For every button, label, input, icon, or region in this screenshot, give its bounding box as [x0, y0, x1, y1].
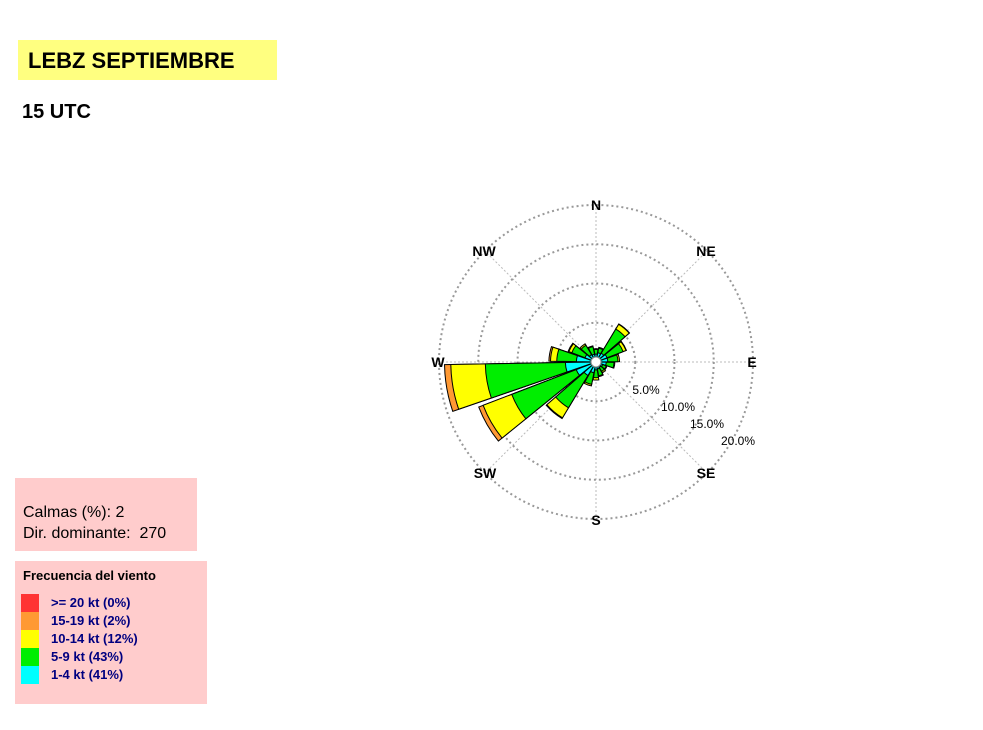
- compass-label-ne: NE: [696, 243, 715, 259]
- petal-1-dir-40: [595, 328, 626, 363]
- legend-label: 5-9 kt (43%): [51, 649, 124, 664]
- legend-label: 1-4 kt (41%): [51, 667, 124, 682]
- petal-0-dir-260: [564, 361, 597, 373]
- radial-tick-label: 10.0%: [661, 400, 695, 414]
- grid-spoke: [484, 250, 597, 363]
- calms-text: Calmas (%): 2: [23, 504, 125, 521]
- center-calm-circle: [590, 356, 602, 368]
- compass-label-n: N: [591, 197, 601, 213]
- radial-tick-label: 20.0%: [721, 434, 755, 448]
- dominant-direction-text: Dir. dominante: 270: [23, 525, 167, 542]
- stats-box: Calmas (%): 2 Dir. dominante: 270: [15, 478, 197, 551]
- compass-label-s: S: [591, 512, 600, 528]
- legend-swatch: [21, 630, 39, 648]
- legend: Frecuencia del viento >= 20 kt (0%) 15-1…: [15, 561, 207, 704]
- chart-title: LEBZ SEPTIEMBRE: [28, 48, 235, 73]
- title-box: LEBZ SEPTIEMBRE: [18, 40, 277, 80]
- legend-swatch: [21, 666, 39, 684]
- legend-label: 15-19 kt (2%): [51, 613, 131, 628]
- radial-tick-label: 15.0%: [690, 417, 724, 431]
- legend-swatch: [21, 594, 39, 612]
- grid-ring: [555, 321, 637, 403]
- petal-1-dir-240: [511, 361, 597, 420]
- compass-label-w: W: [431, 354, 445, 370]
- grid-ring: [516, 282, 676, 442]
- legend-label: 10-14 kt (12%): [51, 631, 138, 646]
- grid-ring: [438, 204, 754, 520]
- legend-label: >= 20 kt (0%): [51, 595, 131, 610]
- legend-swatch: [21, 648, 39, 666]
- compass-label-nw: NW: [472, 243, 496, 259]
- compass-label-sw: SW: [474, 465, 497, 481]
- radial-tick-label: 5.0%: [632, 383, 660, 397]
- compass-label-e: E: [747, 354, 756, 370]
- petal-0-dir-240: [575, 361, 597, 377]
- compass-label-se: SE: [697, 465, 716, 481]
- legend-title: Frecuencia del viento: [23, 568, 156, 583]
- chart-subtitle: 15 UTC: [22, 101, 91, 123]
- legend-swatch: [21, 612, 39, 630]
- grid-ring: [477, 243, 715, 481]
